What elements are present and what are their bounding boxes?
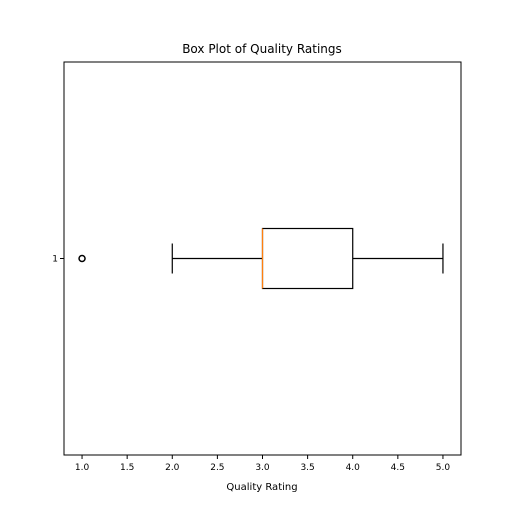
x-axis-label: Quality Rating: [226, 482, 297, 493]
x-tick-label: 3.0: [255, 463, 270, 473]
x-tick-label: 1.0: [75, 463, 90, 473]
outlier-point: [78, 254, 86, 263]
x-tick-label: 4.0: [346, 463, 361, 473]
x-tick-label: 2.0: [165, 463, 180, 473]
x-tick-label: 3.5: [300, 463, 314, 473]
iqr-box: [261, 227, 354, 290]
x-tick-label: 4.5: [391, 463, 405, 473]
box-group: [78, 227, 444, 290]
x-tick-label: 1.5: [120, 463, 134, 473]
x-tick-label: 2.5: [210, 463, 224, 473]
x-tick-label: 5.0: [436, 463, 451, 473]
y-tick-label: 1: [52, 255, 58, 265]
x-axis: 1.0 1.5 2.0 2.5 3.0 3.5 4.0 4.5 5.0: [75, 455, 450, 473]
chart-title: Box Plot of Quality Ratings: [182, 42, 342, 56]
y-axis: 1: [52, 255, 64, 265]
